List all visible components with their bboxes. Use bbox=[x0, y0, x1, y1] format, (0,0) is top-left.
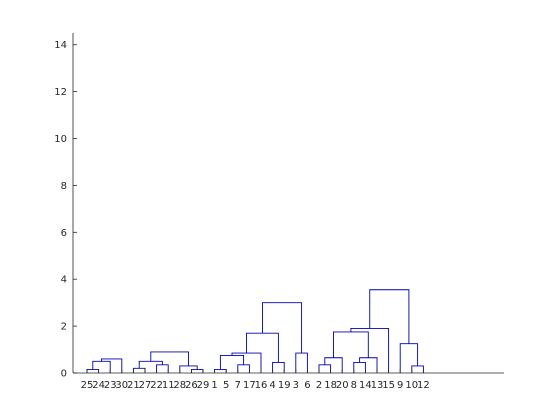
leaf-label: 11 bbox=[162, 380, 175, 391]
leaf-label: 17 bbox=[243, 380, 256, 391]
leaf-label: 7 bbox=[235, 380, 241, 391]
dendrogram-link bbox=[324, 357, 343, 373]
leaf-label: 5 bbox=[223, 380, 229, 391]
y-tick-label: 8 bbox=[61, 181, 67, 192]
dendrogram-link bbox=[333, 331, 369, 358]
y-tick-label: 10 bbox=[54, 134, 67, 145]
leaf-label: 18 bbox=[324, 380, 337, 391]
y-axis-ticks: 0 2 4 6 8 10 12 14 bbox=[54, 40, 77, 380]
leaf-label: 30 bbox=[115, 380, 128, 391]
leaf-label: 3 bbox=[293, 380, 299, 391]
leaf-label: 9 bbox=[397, 380, 403, 391]
leaf-label: 10 bbox=[405, 380, 418, 391]
leaf-label: 28 bbox=[173, 380, 186, 391]
leaf-label: 13 bbox=[371, 380, 384, 391]
leaf-label: 25 bbox=[81, 380, 94, 391]
dendrogram-link bbox=[138, 360, 163, 369]
leaf-label: 15 bbox=[382, 380, 395, 391]
y-tick-label: 6 bbox=[61, 228, 67, 239]
leaf-label: 14 bbox=[359, 380, 372, 391]
dendrogram-link bbox=[295, 352, 308, 373]
leaf-label: 4 bbox=[269, 380, 275, 391]
dendrogram-link bbox=[262, 302, 303, 354]
dendrogram-link bbox=[150, 351, 189, 366]
dendrogram-link bbox=[359, 357, 378, 373]
leaf-label: 8 bbox=[351, 380, 357, 391]
leaf-label: 6 bbox=[304, 380, 310, 391]
dendrogram-link bbox=[231, 352, 262, 373]
dendrogram-link bbox=[219, 354, 245, 370]
leaf-label: 20 bbox=[336, 380, 349, 391]
y-tick-label: 0 bbox=[61, 369, 67, 380]
y-tick-label: 12 bbox=[54, 87, 67, 98]
leaf-label: 16 bbox=[255, 380, 268, 391]
dendrogram-link bbox=[92, 360, 111, 373]
leaf-label: 1 bbox=[211, 380, 217, 391]
dendrogram-link bbox=[101, 358, 123, 373]
leaf-label: 27 bbox=[139, 380, 152, 391]
y-tick-label: 4 bbox=[61, 275, 67, 286]
dendrogram-link bbox=[246, 332, 279, 363]
leaf-label: 26 bbox=[185, 380, 198, 391]
y-tick-label: 2 bbox=[61, 322, 67, 333]
leaf-label: 24 bbox=[92, 380, 105, 391]
leaf-label: 23 bbox=[104, 380, 117, 391]
leaf-label: 29 bbox=[197, 380, 210, 391]
leaf-label: 19 bbox=[278, 380, 291, 391]
dendrogram-link bbox=[399, 343, 419, 373]
y-tick-label: 14 bbox=[54, 40, 67, 51]
leaf-label: 21 bbox=[127, 380, 140, 391]
dendrogram-link bbox=[369, 289, 410, 344]
leaf-label: 2 bbox=[316, 380, 322, 391]
leaf-label: 22 bbox=[150, 380, 163, 391]
leaf-label: 12 bbox=[417, 380, 430, 391]
